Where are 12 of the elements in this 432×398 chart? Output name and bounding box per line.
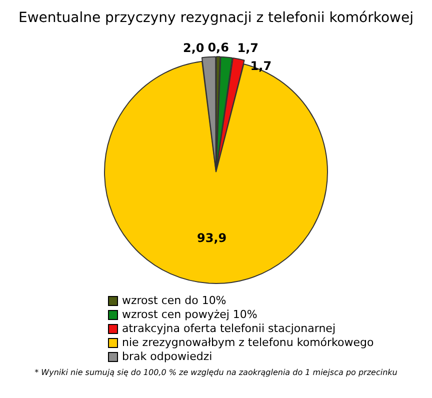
- legend-label: wzrost cen powyżej 10%: [122, 308, 258, 322]
- data-label: 1,7: [250, 59, 272, 74]
- data-label: 93,9: [196, 230, 227, 245]
- legend-label: brak odpowiedzi: [122, 350, 212, 364]
- legend-label: nie zrezygnowałbym z telefonu komórkowego: [122, 336, 374, 350]
- legend-label: wzrost cen do 10%: [122, 294, 226, 308]
- text: * Wyniki nie sumują się do 100,0 % ze względu na zaokrąglenia do 1 miejsca po przecinku: [34, 368, 398, 377]
- chart-title: Ewentualne przyczyny rezygnacji z telefonii komórkowej: [18, 9, 414, 26]
- data-label: 2,0: [182, 40, 204, 55]
- data-label: 0,6: [208, 40, 229, 55]
- data-label: 1,7: [237, 41, 259, 56]
- legend-label: atrakcyjna oferta telefonii stacjonarnej: [122, 322, 336, 336]
